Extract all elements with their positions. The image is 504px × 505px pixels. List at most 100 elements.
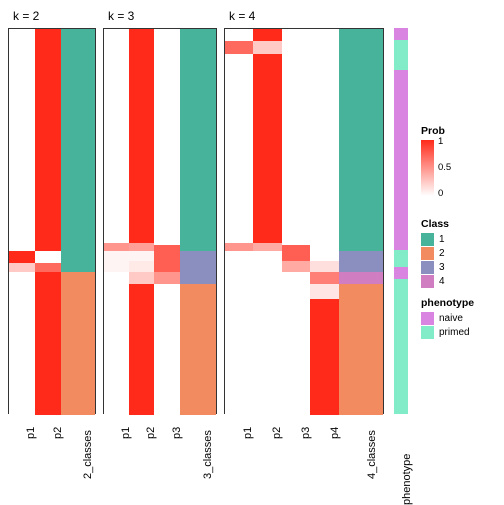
legend-swatch [421,233,434,246]
x-axis-label: p2 [145,427,157,439]
prob-tick-low: 0 [438,188,443,199]
prob-cell [129,29,154,243]
prob-cell [225,272,253,415]
prob-cell [129,284,154,415]
heatmap-column [253,29,281,413]
prob-cell [253,280,281,415]
prob-tick-mid: 0.5 [438,162,451,173]
legend-phenotype: phenotype naive primed [421,297,474,340]
prob-cell [310,284,338,299]
heatmap-panel [224,28,384,414]
prob-cell [154,29,179,245]
phenotype-segment [394,28,408,40]
legend-swatch [421,312,434,325]
heatmap-column [35,29,61,413]
prob-cell [253,243,281,251]
prob-cell [282,272,310,284]
heatmap-panel [103,28,217,414]
figure: { "layout": { "panel_top": 28, "panel_he… [0,0,504,504]
phenotype-strip [394,28,408,414]
heatmap-column [129,29,154,413]
class-cell [339,251,383,272]
prob-cell [104,29,129,243]
prob-cell [154,272,179,284]
x-axis-label: p2 [52,427,64,439]
x-axis-label: 3_classes [202,430,214,479]
x-axis-label: 2_classes [82,430,94,479]
prob-cell [154,284,179,415]
x-axis-label: p1 [25,427,37,439]
legend-swatch [421,275,434,288]
prob-cell [9,272,35,415]
prob-cell [310,261,338,273]
heatmap-column [339,29,383,413]
prob-cell [35,263,61,273]
prob-cell [104,243,129,251]
legend-label: 1 [439,234,445,245]
heatmap-panel [8,28,96,414]
x-axis-label: p4 [329,427,341,439]
class-cell [180,284,216,415]
prob-cell [225,243,253,251]
prob-cell [104,251,129,272]
panel-title: k = 4 [229,9,255,23]
legend-class: Class 1 2 3 4 [421,218,449,289]
heatmap-column [225,29,253,413]
prob-cell [253,29,281,41]
phenotype-segment [394,250,408,267]
class-cell [61,29,95,272]
legend-class-item: 4 [421,275,449,288]
prob-cell [129,261,154,273]
prob-cell [310,272,338,284]
prob-cell [282,245,310,260]
legend-label: 3 [439,262,445,273]
prob-cell [35,29,61,251]
prob-cell [282,29,310,245]
prob-cell [310,29,338,261]
legend-label: naive [439,313,463,324]
prob-cell [225,41,253,55]
legend-swatch [421,261,434,274]
prob-cell [154,245,179,272]
prob-cell [9,251,35,263]
x-axis-label: p3 [171,427,183,439]
prob-cell [35,272,61,415]
x-axis-label: p1 [242,427,254,439]
heatmap-column [104,29,129,413]
phenotype-segment [394,267,408,279]
legend-label: 4 [439,276,445,287]
legend-phenotype-item: naive [421,312,474,325]
prob-cell [253,251,281,280]
phenotype-segment [394,40,408,71]
panel-title: k = 2 [13,9,39,23]
x-axis-label: 4_classes [366,430,378,479]
heatmap-column [9,29,35,413]
x-axis-label: p3 [300,427,312,439]
class-cell [339,284,383,415]
prob-cell [225,29,253,41]
legend-class-item: 2 [421,247,449,260]
legend-prob: Prob 1 0.5 0 [421,125,445,196]
legend-swatch [421,326,434,339]
prob-cell [35,251,61,263]
prob-cell [129,243,154,251]
heatmap-column [310,29,338,413]
legend-phenotype-item: primed [421,326,474,339]
heatmap-column [154,29,179,413]
class-cell [61,272,95,415]
legend-label: primed [439,327,470,338]
prob-cell [253,54,281,243]
prob-cell [282,284,310,415]
prob-cell [310,299,338,415]
prob-cell [9,263,35,273]
x-axis-label: p2 [271,427,283,439]
prob-cell [9,29,35,251]
heatmap-column [61,29,95,413]
legend-phenotype-title: phenotype [421,297,474,309]
prob-cell [253,41,281,55]
legend-class-item: 3 [421,261,449,274]
legend-swatch [421,247,434,260]
legend-class-title: Class [421,218,449,230]
class-cell [180,29,216,251]
panel-title: k = 3 [108,9,134,23]
